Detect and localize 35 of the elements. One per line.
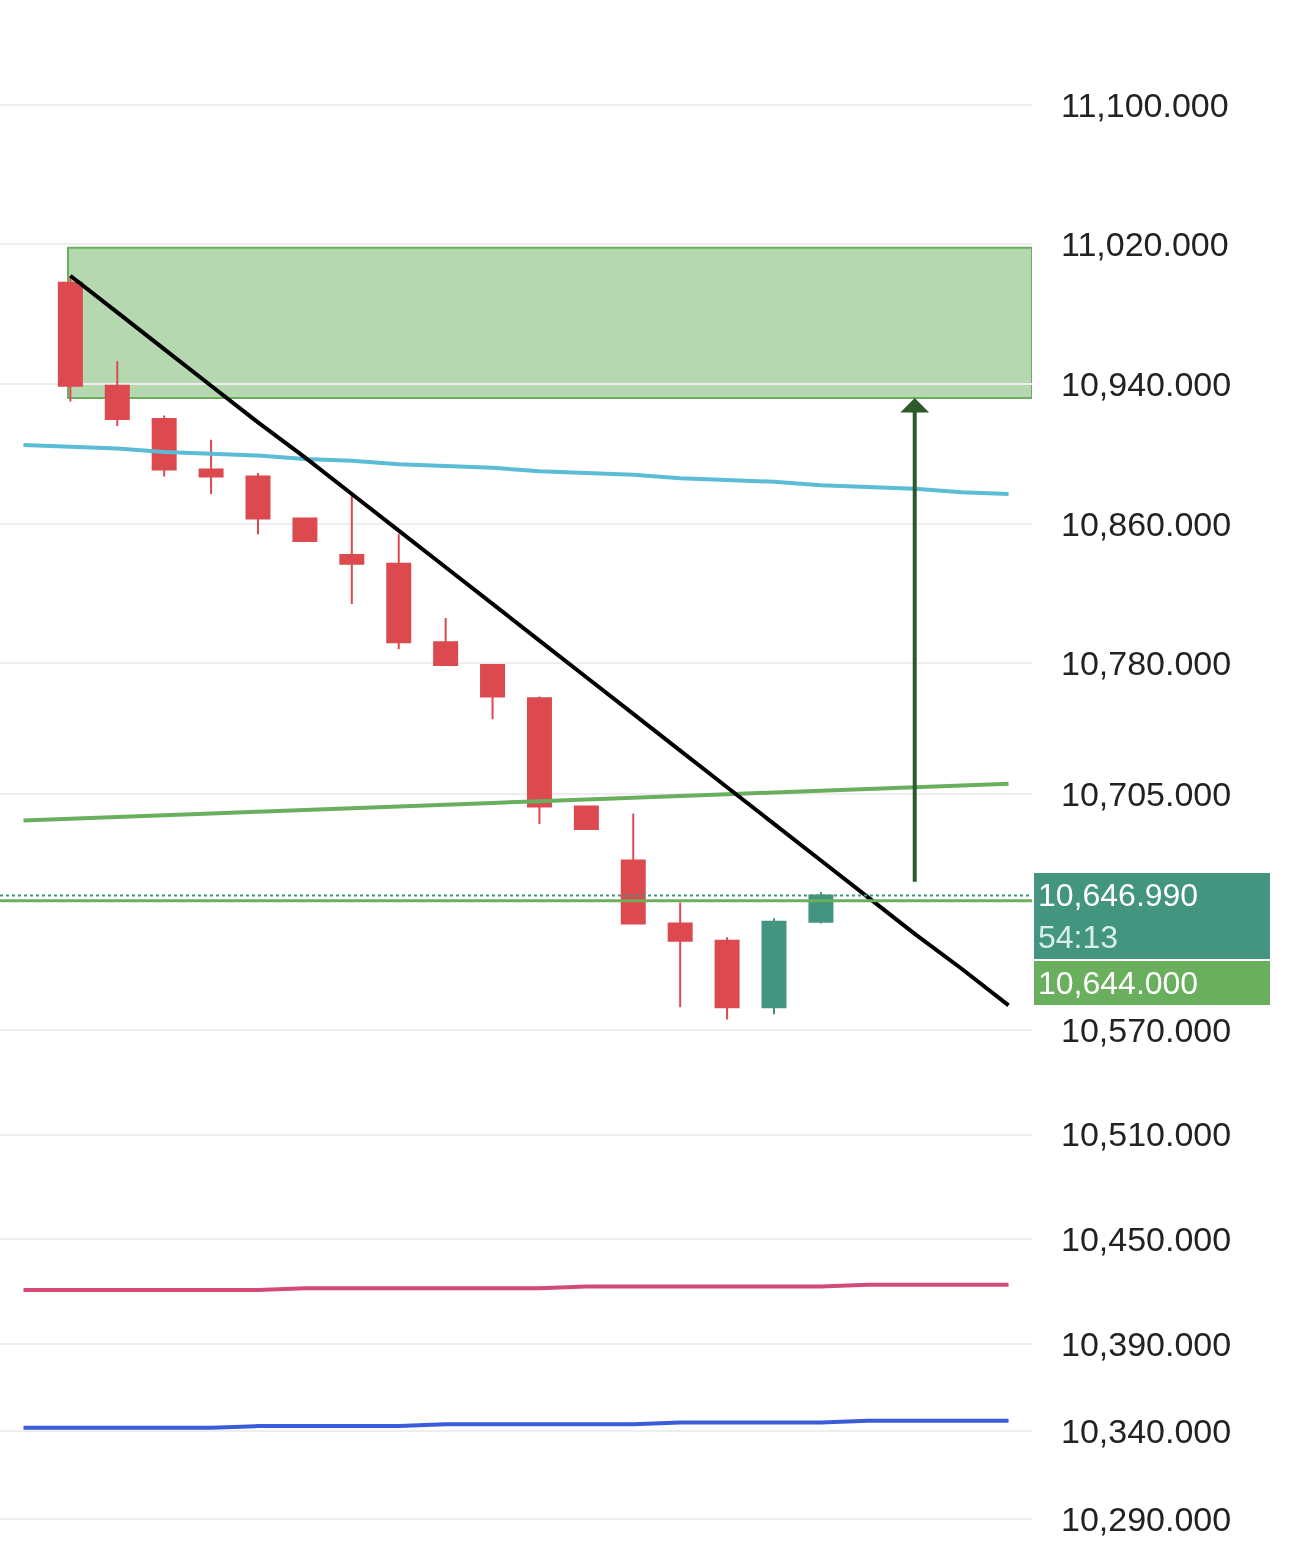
y-tick-label: 10,390.000	[1061, 1324, 1232, 1363]
candlestick	[386, 533, 412, 651]
line-series	[68, 273, 1011, 1008]
y-tick-label: 10,290.000	[1061, 1499, 1232, 1538]
candlestick	[573, 805, 599, 831]
line-series	[21, 781, 1011, 823]
line-series	[21, 443, 1011, 496]
candlestick	[104, 360, 130, 427]
text: 54:13	[1038, 918, 1119, 955]
y-tick-label: 10,450.000	[1061, 1220, 1232, 1259]
candlestick	[667, 901, 693, 1009]
candlestick	[292, 517, 318, 543]
candlestick	[480, 664, 506, 721]
line-series	[21, 1418, 1011, 1430]
candlestick	[57, 274, 83, 403]
y-tick-label: 10,705.000	[1061, 775, 1232, 814]
y-tick-label: 10,510.000	[1061, 1115, 1232, 1154]
ref-line-label: 10,644.000	[1038, 965, 1199, 1001]
candlestick	[714, 936, 740, 1021]
y-tick-label: 10,340.000	[1061, 1412, 1232, 1451]
candlestick	[245, 472, 271, 536]
y-tick-label: 10,570.000	[1061, 1010, 1232, 1049]
y-tick-label: 10,860.000	[1061, 504, 1232, 543]
candlestick	[198, 438, 224, 495]
candlestick	[151, 414, 177, 478]
ref-line-label: 10,646.990	[1038, 877, 1199, 913]
y-tick-label: 11,100.000	[1061, 85, 1229, 124]
y-tick-label: 11,020.000	[1061, 225, 1229, 264]
candlestick	[526, 695, 552, 825]
candlestick	[433, 616, 459, 667]
candlestick	[339, 494, 365, 605]
y-tick-label: 10,940.000	[1061, 364, 1232, 403]
y-tick-label: 10,780.000	[1061, 644, 1232, 683]
candlestick	[761, 917, 787, 1016]
candlestick	[620, 812, 646, 925]
